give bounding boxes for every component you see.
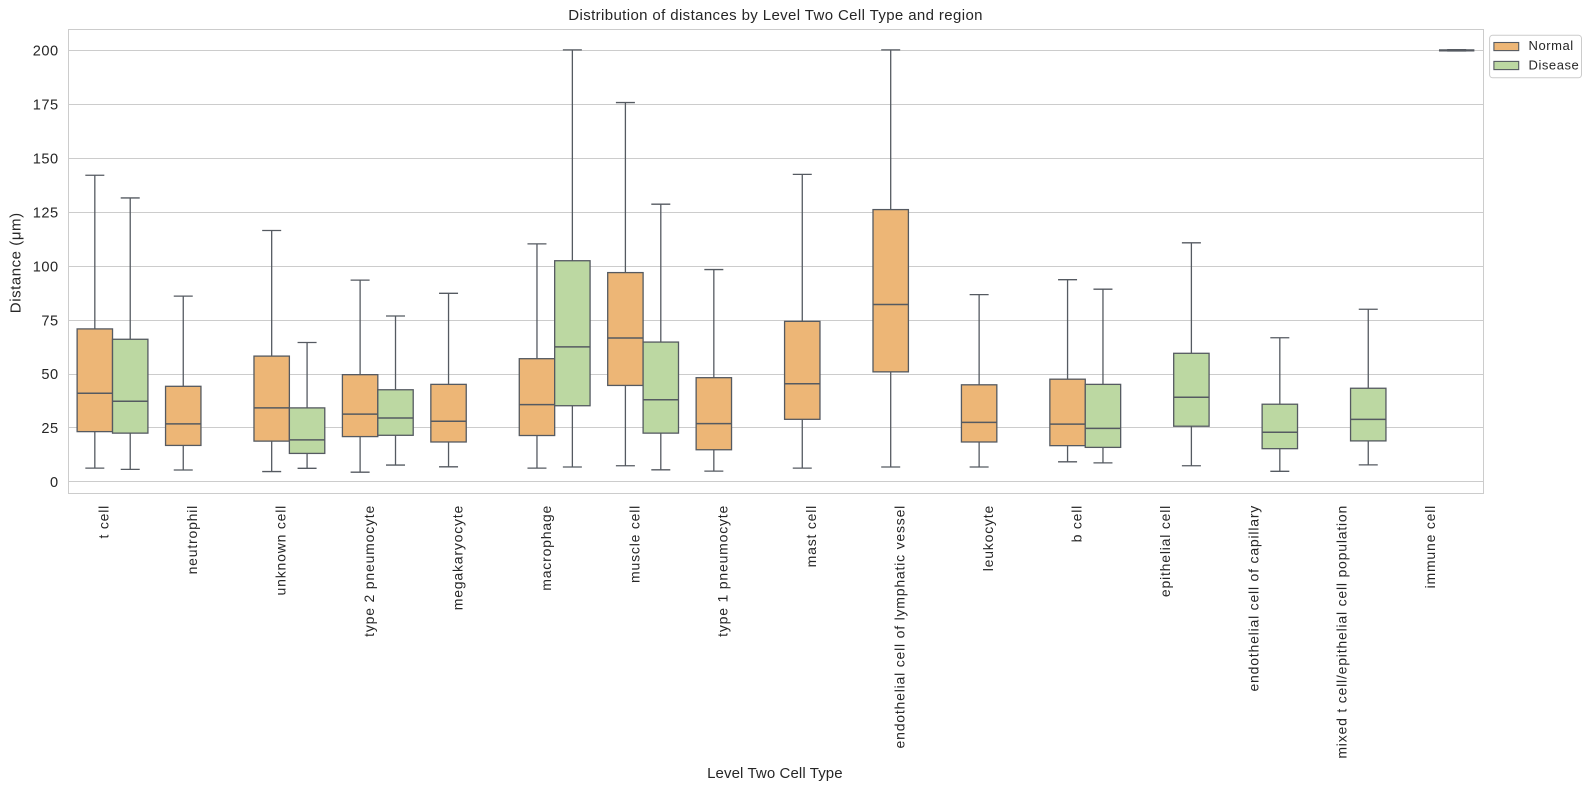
svg-text:immune cell: immune cell <box>1422 505 1438 589</box>
svg-text:unknown cell: unknown cell <box>273 505 289 596</box>
svg-text:endothelial cell of capillary: endothelial cell of capillary <box>1245 505 1261 692</box>
svg-text:Level Two Cell Type: Level Two Cell Type <box>707 765 843 782</box>
svg-text:type 1 pneumocyte: type 1 pneumocyte <box>715 505 731 637</box>
svg-text:t cell: t cell <box>96 505 112 539</box>
svg-text:175: 175 <box>33 97 59 113</box>
svg-text:neutrophil: neutrophil <box>184 505 200 575</box>
svg-text:Normal: Normal <box>1529 38 1574 53</box>
svg-text:Disease: Disease <box>1529 58 1580 73</box>
svg-text:25: 25 <box>41 421 58 437</box>
svg-text:Distribution of distances by L: Distribution of distances by Level Two C… <box>568 7 983 24</box>
svg-text:muscle cell: muscle cell <box>626 505 642 583</box>
svg-text:megakaryocyte: megakaryocyte <box>449 505 465 610</box>
svg-text:75: 75 <box>41 313 58 329</box>
svg-text:epithelial cell: epithelial cell <box>1157 505 1173 597</box>
svg-text:endothelial cell of lymphatic: endothelial cell of lymphatic vessel <box>892 505 908 749</box>
svg-text:150: 150 <box>33 151 59 167</box>
svg-text:0: 0 <box>50 475 59 491</box>
svg-text:macrophage: macrophage <box>538 505 554 591</box>
svg-text:125: 125 <box>33 205 59 221</box>
svg-text:leukocyte: leukocyte <box>980 505 996 571</box>
svg-text:mast cell: mast cell <box>803 505 819 567</box>
svg-text:100: 100 <box>33 259 59 275</box>
svg-text:type 2 pneumocyte: type 2 pneumocyte <box>361 505 377 637</box>
svg-text:200: 200 <box>33 44 59 60</box>
svg-text:Distance (μm): Distance (μm) <box>7 212 24 313</box>
svg-text:mixed t cell/epithelial cell p: mixed t cell/epithelial cell population <box>1334 505 1350 759</box>
svg-text:50: 50 <box>41 367 58 383</box>
svg-text:b cell: b cell <box>1068 505 1084 542</box>
